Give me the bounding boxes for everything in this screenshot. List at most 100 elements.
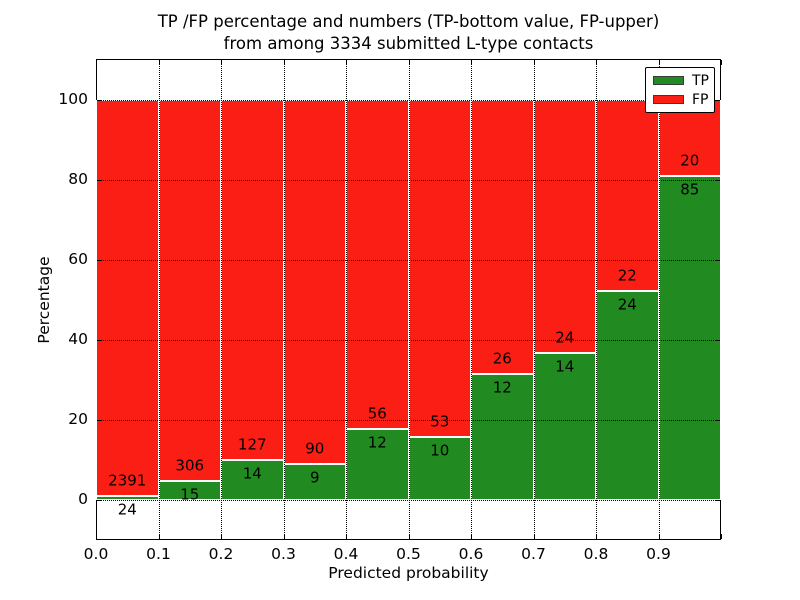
x-tick-label: 0.2: [208, 545, 234, 563]
fp-count-label: 306: [175, 456, 205, 475]
legend: TP FP: [645, 67, 715, 113]
axis-tick: [658, 60, 660, 65]
axis-tick: [221, 534, 222, 539]
axis-tick: [715, 260, 720, 261]
v-gridline: [596, 60, 597, 539]
x-tick-label: 0.5: [396, 545, 421, 563]
fp-count-label: 24: [555, 328, 575, 347]
axis-tick: [97, 100, 102, 101]
y-tick-label: 40: [68, 330, 88, 348]
v-gridline: [221, 60, 222, 539]
fp-bar-segment: [283, 100, 346, 464]
fp-bar-segment: [221, 100, 284, 461]
v-gridline: [346, 60, 347, 539]
chart-title-line1: TP /FP percentage and numbers (TP-bottom…: [157, 12, 660, 31]
tp-count-label: 85: [680, 180, 700, 199]
fp-count-label: 56: [367, 404, 387, 423]
axis-tick: [97, 340, 102, 341]
axis-tick: [221, 60, 222, 65]
fp-bar-segment: [96, 100, 159, 497]
fp-bar-segment: [158, 100, 221, 482]
tp-count-label: 14: [242, 464, 262, 483]
axis-tick: [715, 180, 720, 181]
tp-bar-segment: [221, 460, 284, 500]
legend-item-fp: FP: [653, 92, 714, 107]
fp-count-label: 127: [237, 435, 267, 454]
y-tick-label: 60: [68, 250, 88, 268]
v-gridline: [283, 60, 285, 539]
fp-bar-segment: [533, 100, 596, 353]
v-gridline: [658, 60, 660, 539]
tp-count-label: 10: [430, 441, 450, 460]
tp-count-label: 24: [617, 295, 637, 314]
x-tick-label: 0.3: [271, 545, 296, 563]
axis-tick: [533, 60, 535, 65]
axis-tick: [96, 60, 97, 65]
axis-tick: [158, 60, 160, 65]
axis-tick: [471, 60, 472, 65]
v-gridline: [158, 60, 160, 539]
axis-tick: [346, 534, 347, 539]
tp-count-label: 12: [367, 433, 387, 452]
fp-bar-segment: [346, 100, 409, 430]
y-tick-label: 20: [68, 410, 88, 428]
axis-tick: [721, 60, 722, 65]
axis-tick: [158, 534, 160, 539]
axis-tick: [596, 534, 597, 539]
fp-count-label: 26: [492, 349, 512, 368]
axis-tick: [715, 420, 720, 421]
axis-tick: [471, 534, 472, 539]
tp-count-label: 15: [180, 485, 200, 504]
x-tick-label: 0.9: [646, 545, 671, 563]
y-tick-label: 100: [58, 90, 88, 108]
tp-bar-segment: [96, 496, 159, 500]
fp-count-label: 53: [430, 412, 450, 431]
y-tick-label: 0: [78, 490, 88, 508]
tp-bar-segment: [658, 176, 721, 500]
fp-count-label: 20: [680, 151, 700, 170]
axis-tick: [97, 420, 102, 421]
x-tick-label: 0.8: [583, 545, 609, 563]
axis-tick: [346, 60, 347, 65]
legend-item-tp: TP: [653, 73, 714, 88]
x-tick-label: 0.1: [146, 545, 171, 563]
tp-swatch-icon: [653, 76, 684, 85]
chart-title: TP /FP percentage and numbers (TP-bottom…: [96, 11, 721, 55]
x-tick-label: 0.0: [83, 545, 109, 563]
axis-tick: [533, 534, 535, 539]
y-tick-label: 80: [68, 170, 88, 188]
fp-count-label: 22: [617, 266, 637, 285]
fp-bar-segment: [408, 100, 471, 437]
axis-tick: [715, 340, 720, 341]
axis-tick: [408, 60, 410, 65]
legend-label-tp: TP: [692, 72, 709, 89]
x-tick-label: 0.7: [521, 545, 546, 563]
axis-tick: [721, 534, 722, 539]
x-axis-label: Predicted probability: [328, 564, 489, 582]
legend-label-fp: FP: [692, 91, 709, 108]
v-gridline: [471, 60, 472, 539]
x-tick-label: 0.6: [458, 545, 484, 563]
axis-tick: [408, 534, 410, 539]
tp-count-label: 24: [117, 500, 137, 519]
axis-tick: [97, 180, 102, 181]
fp-swatch-icon: [653, 95, 684, 104]
tp-count-label: 14: [555, 357, 575, 376]
axis-tick: [283, 534, 285, 539]
chart-title-line2: from among 3334 submitted L-type contact…: [223, 34, 594, 53]
fp-bar-segment: [471, 100, 534, 374]
x-tick-label: 0.4: [333, 545, 359, 563]
v-gridline: [408, 60, 410, 539]
axis-tick: [715, 500, 720, 501]
axis-tick: [596, 60, 597, 65]
v-gridline: [533, 60, 535, 539]
axis-tick: [96, 534, 97, 539]
axis-tick: [97, 260, 102, 261]
tp-count-label: 12: [492, 378, 512, 397]
fp-bar-segment: [596, 100, 659, 292]
tp-count-label: 9: [309, 468, 320, 487]
axis-tick: [715, 100, 720, 101]
axis-tick: [97, 500, 102, 501]
tp-bar-segment: [596, 291, 659, 500]
